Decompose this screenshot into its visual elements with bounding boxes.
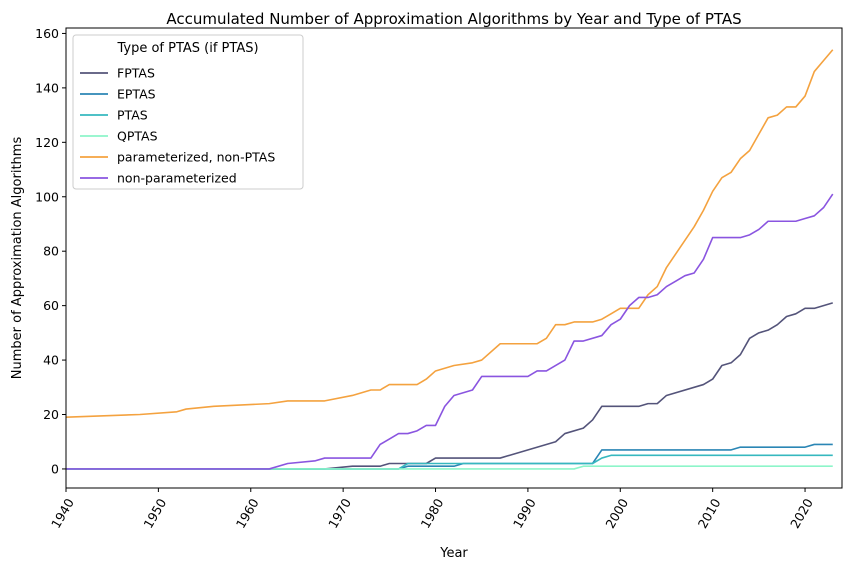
x-tick-label-2: 1960	[233, 496, 262, 531]
x-tick-label-6: 2000	[602, 496, 631, 531]
series-line-3	[66, 465, 833, 470]
x-tick-label-0: 1940	[48, 496, 77, 531]
x-tick-label-8: 2020	[787, 496, 816, 531]
y-tick-label-7: 140	[35, 80, 59, 95]
x-axis-label: Year	[439, 546, 468, 561]
legend-label-3: QPTAS	[117, 129, 158, 144]
legend-label-4: parameterized, non-PTAS	[117, 150, 275, 165]
plot-frame	[65, 27, 843, 489]
legend-label-2: PTAS	[117, 108, 148, 123]
y-tick-label-4: 80	[43, 244, 59, 259]
y-tick-label-8: 160	[35, 26, 59, 41]
series-line-5	[66, 193, 834, 470]
y-axis-label: Number of Approximation Algorithms	[10, 137, 25, 380]
series-layer	[65, 49, 834, 470]
series-line-4	[65, 49, 834, 419]
x-tick-label-1: 1950	[140, 496, 169, 531]
x-tick-label-4: 1980	[418, 496, 447, 531]
legend-label-1: EPTAS	[117, 87, 156, 102]
y-tick-label-3: 60	[43, 298, 59, 313]
legend-label-0: FPTAS	[117, 66, 155, 81]
y-tick-label-6: 120	[35, 135, 59, 150]
series-line-0	[66, 302, 833, 470]
y-axis: 0 20 40 60 80 100 120 140 160	[35, 26, 66, 476]
x-tick-label-3: 1970	[325, 496, 354, 531]
legend-title: Type of PTAS (if PTAS)	[116, 41, 258, 56]
x-axis: 1940 1950 1960 1970 1980 1990 2000 2010 2020	[48, 488, 816, 531]
legend-label-5: non-parameterized	[117, 171, 237, 186]
legend: Type of PTAS (if PTAS) FPTAS EPTAS PTAS QPT…	[72, 34, 304, 190]
y-tick-label-2: 40	[43, 353, 59, 368]
y-tick-label-0: 0	[51, 461, 59, 476]
chart-title: Accumulated Number of Approximation Algo…	[166, 10, 741, 28]
legend-frame	[72, 34, 304, 190]
series-line-1	[66, 443, 833, 470]
x-tick-label-5: 1990	[510, 496, 539, 531]
x-tick-label-7: 2010	[695, 496, 724, 531]
legend-items: FPTAS EPTAS PTAS QPTAS parameterized, non-PT…	[80, 66, 275, 186]
y-tick-label-1: 20	[43, 407, 59, 422]
y-tick-label-5: 100	[35, 189, 59, 204]
